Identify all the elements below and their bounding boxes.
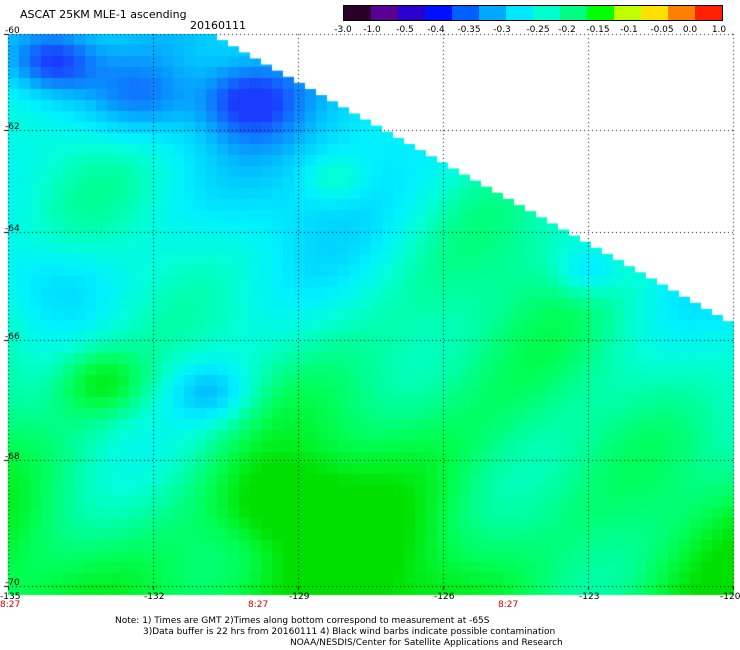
latitude-label: -62 bbox=[5, 122, 20, 132]
colorbar-swatch bbox=[614, 6, 641, 20]
colorbar-tick-label: -1.0 bbox=[363, 25, 381, 35]
colorbar bbox=[343, 5, 723, 21]
colorbar-swatch bbox=[425, 6, 452, 20]
longitude-label: -129 bbox=[289, 592, 310, 602]
longitude-label: -132 bbox=[144, 592, 165, 602]
latitude-label: -60 bbox=[5, 26, 20, 36]
colorbar-swatch bbox=[371, 6, 398, 20]
colorbar-tick-label: -0.15 bbox=[586, 25, 610, 35]
colorbar-tick-label: -0.25 bbox=[526, 25, 550, 35]
longitude-label: -120 bbox=[720, 592, 740, 602]
colorbar-swatch bbox=[695, 6, 722, 20]
note-line-2: 3)Data buffer is 22 hrs from 20160111 4)… bbox=[143, 627, 556, 637]
note-line-3: NOAA/NESDIS/Center for Satellite Applica… bbox=[290, 638, 563, 648]
latitude-label: -66 bbox=[5, 332, 20, 342]
colorbar-swatch bbox=[533, 6, 560, 20]
pass-time-label: 8:27 bbox=[0, 600, 21, 610]
longitude-label: -135 bbox=[0, 592, 21, 602]
pass-time-label: 8:27 bbox=[498, 600, 519, 610]
colorbar-swatch bbox=[398, 6, 425, 20]
colorbar-tick-label: -0.5 bbox=[396, 25, 414, 35]
colorbar-tick-label: 1.0 bbox=[711, 25, 727, 35]
pass-time-label: 8:27 bbox=[248, 600, 269, 610]
colorbar-tick-label: -3.0 bbox=[334, 25, 352, 35]
colorbar-swatch bbox=[479, 6, 506, 20]
colorbar-swatch bbox=[344, 6, 371, 20]
longitude-label: -126 bbox=[434, 592, 455, 602]
colorbar-swatch bbox=[587, 6, 614, 20]
colorbar-swatch bbox=[452, 6, 479, 20]
product-date: 20160111 bbox=[190, 19, 246, 32]
longitude-label: -123 bbox=[579, 592, 600, 602]
colorbar-tick-label: -0.05 bbox=[650, 25, 674, 35]
colorbar-swatch bbox=[641, 6, 668, 20]
colorbar-tick-label: 0.0 bbox=[682, 25, 698, 35]
latitude-label: -68 bbox=[5, 452, 20, 462]
colorbar-tick-label: -0.2 bbox=[558, 25, 576, 35]
colorbar-tick-label: -0.35 bbox=[457, 25, 481, 35]
colorbar-swatch bbox=[668, 6, 695, 20]
latitude-label: -64 bbox=[5, 224, 20, 234]
colorbar-tick-label: -0.4 bbox=[427, 25, 445, 35]
colorbar-swatch bbox=[506, 6, 533, 20]
latitude-label: -70 bbox=[5, 578, 20, 588]
note-line-1: Note: 1) Times are GMT 2)Times along bot… bbox=[115, 616, 490, 626]
colorbar-tick-label: -0.1 bbox=[620, 25, 638, 35]
colorbar-swatch bbox=[560, 6, 587, 20]
product-title: ASCAT 25KM MLE-1 ascending bbox=[20, 8, 187, 21]
colorbar-tick-label: -0.3 bbox=[493, 25, 511, 35]
